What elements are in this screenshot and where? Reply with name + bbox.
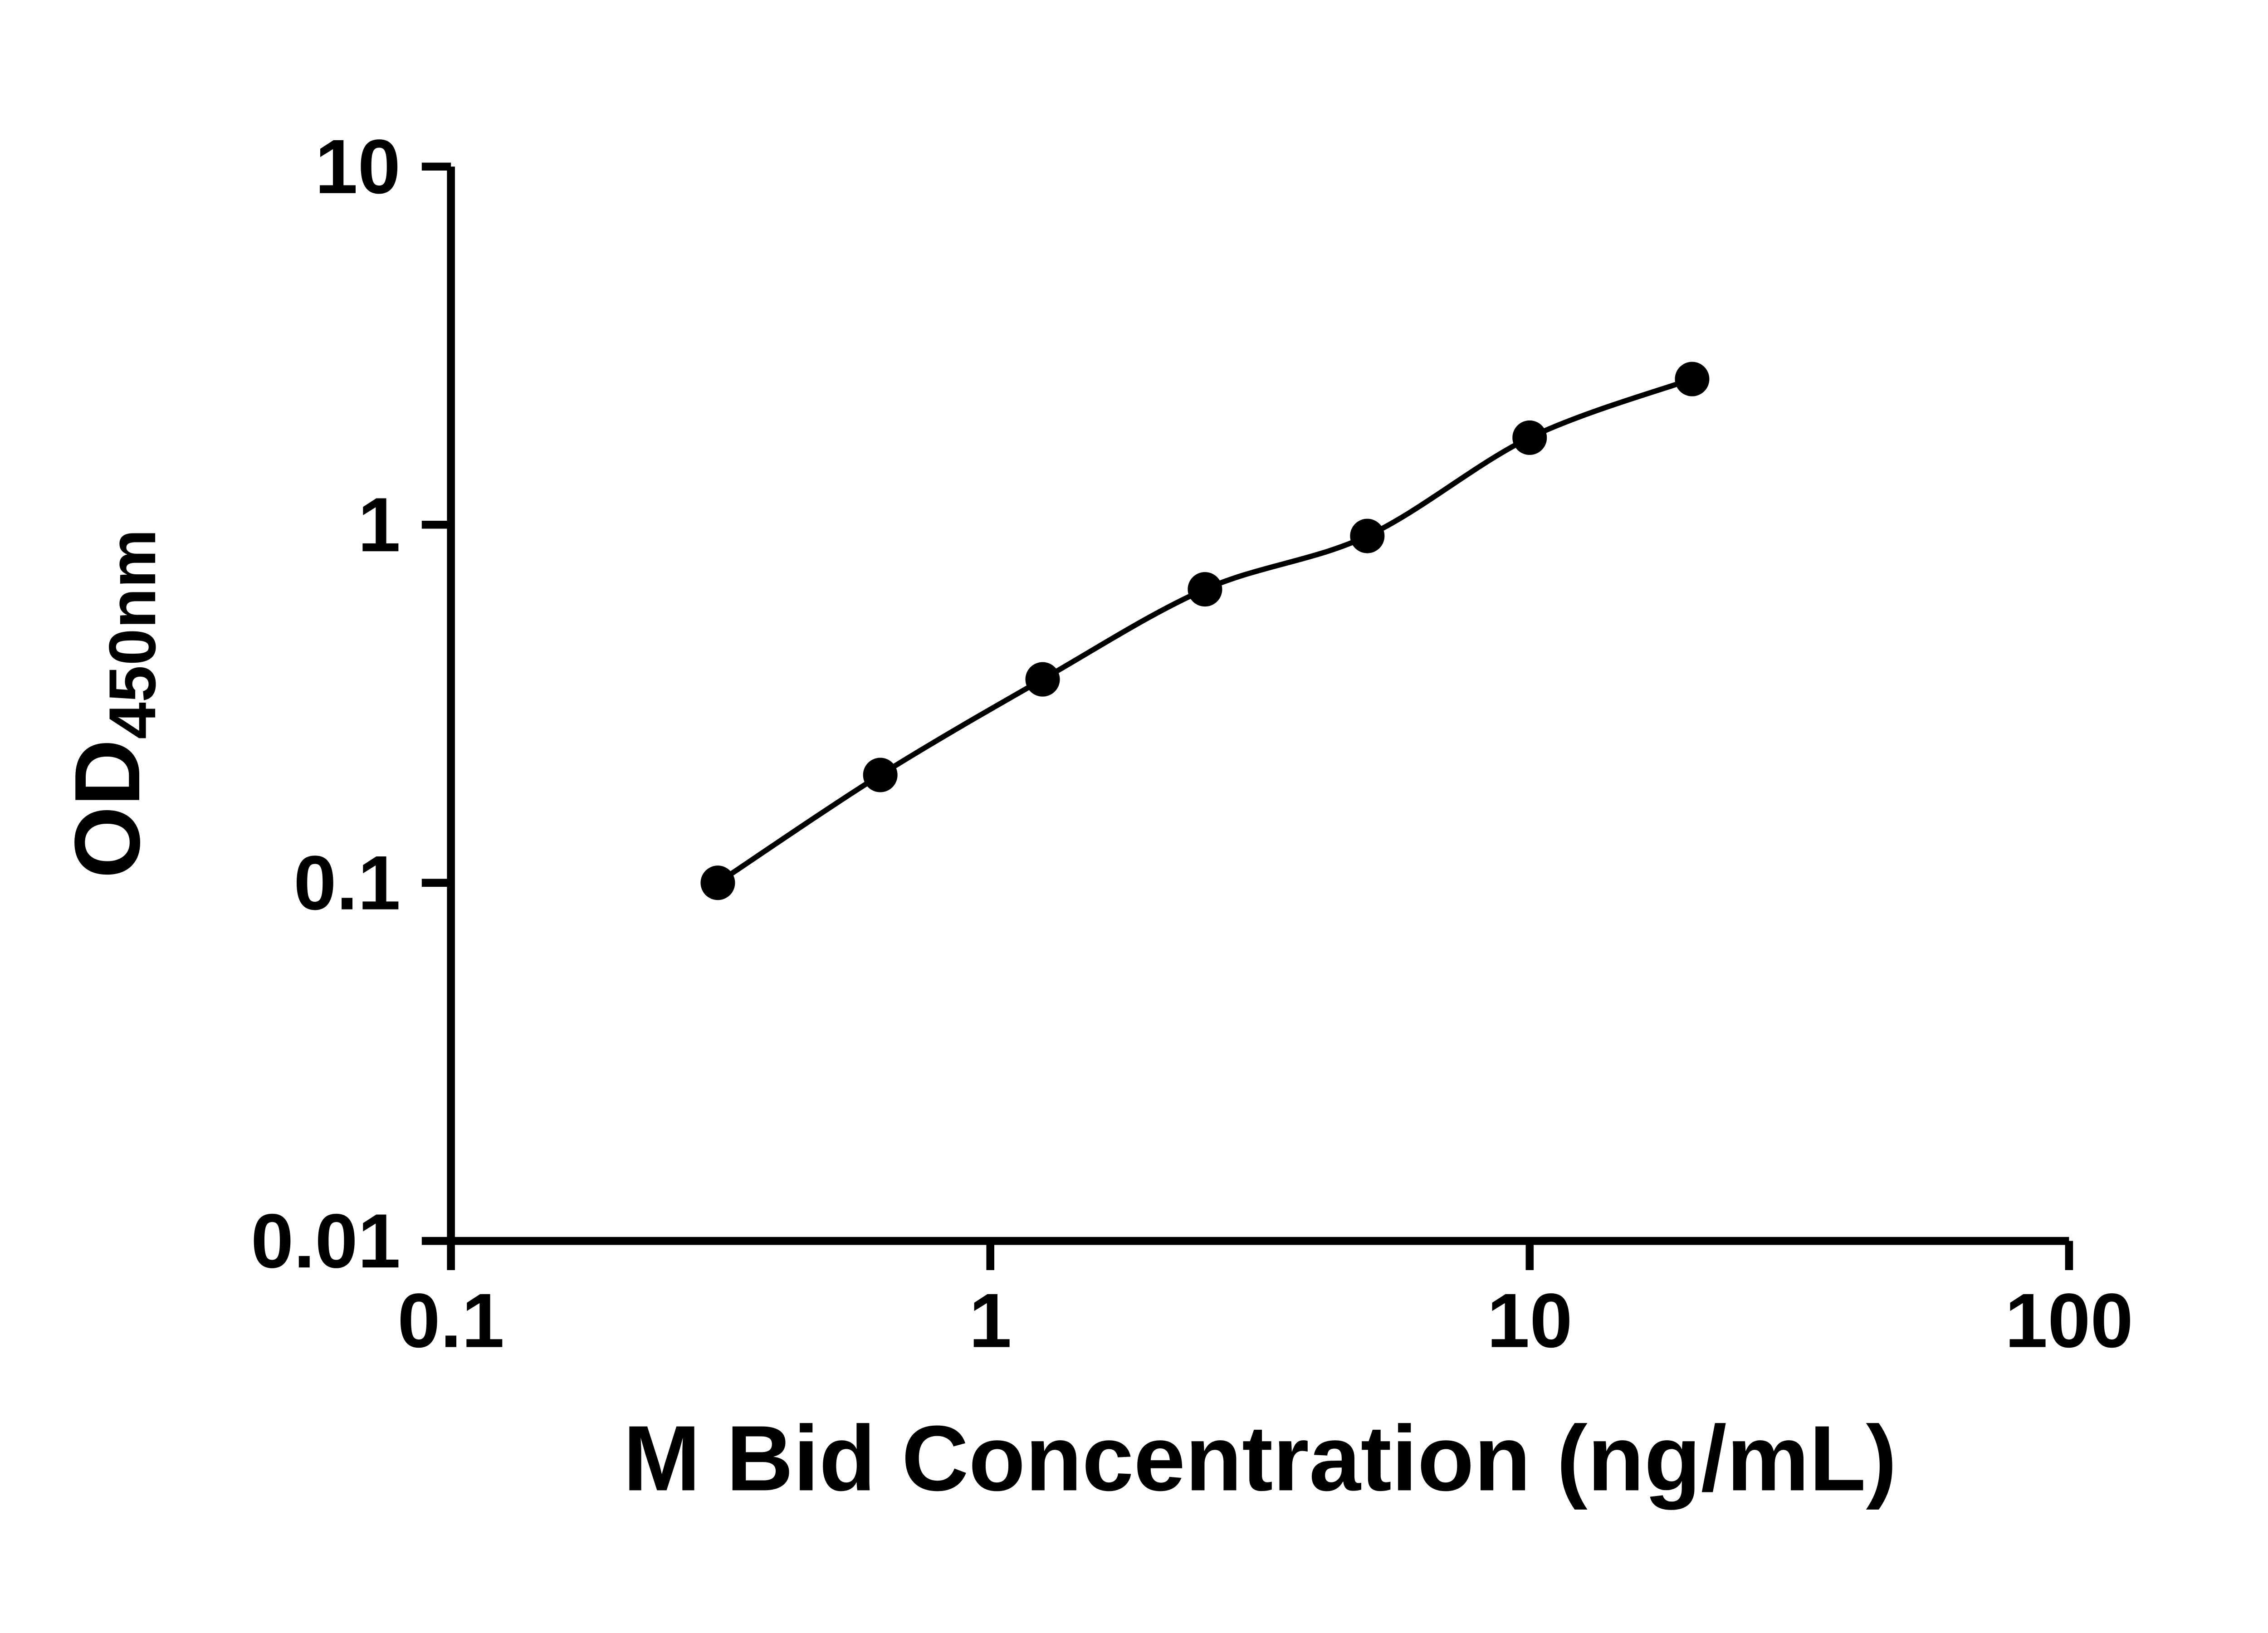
x-tick-label: 1 xyxy=(969,1277,1012,1364)
x-tick-label: 10 xyxy=(1487,1277,1573,1364)
data-point xyxy=(1350,518,1385,553)
y-axis-title: OD450nm xyxy=(56,529,169,878)
axis-frame xyxy=(447,166,2069,1245)
y-axis-title-subscript: 450nm xyxy=(95,529,169,739)
plot-series xyxy=(700,362,1710,900)
y-axis-title-base: OD xyxy=(56,739,159,879)
data-point xyxy=(1025,662,1060,697)
data-point xyxy=(1188,572,1222,607)
x-tick-label: 100 xyxy=(2005,1277,2133,1364)
data-point xyxy=(863,758,898,792)
y-tick-label: 10 xyxy=(315,123,401,210)
data-point xyxy=(700,865,735,900)
x-axis-title: M Bid Concentration (ng/mL) xyxy=(623,1407,1897,1510)
x-tick-label: 0.1 xyxy=(397,1277,504,1364)
y-tick-label: 1 xyxy=(358,481,401,567)
data-point xyxy=(1675,362,1710,396)
fit-curve xyxy=(716,376,1693,885)
y-tick-label: 0.01 xyxy=(251,1198,401,1284)
data-point xyxy=(1512,420,1547,455)
y-tick-label: 0.1 xyxy=(293,840,401,926)
